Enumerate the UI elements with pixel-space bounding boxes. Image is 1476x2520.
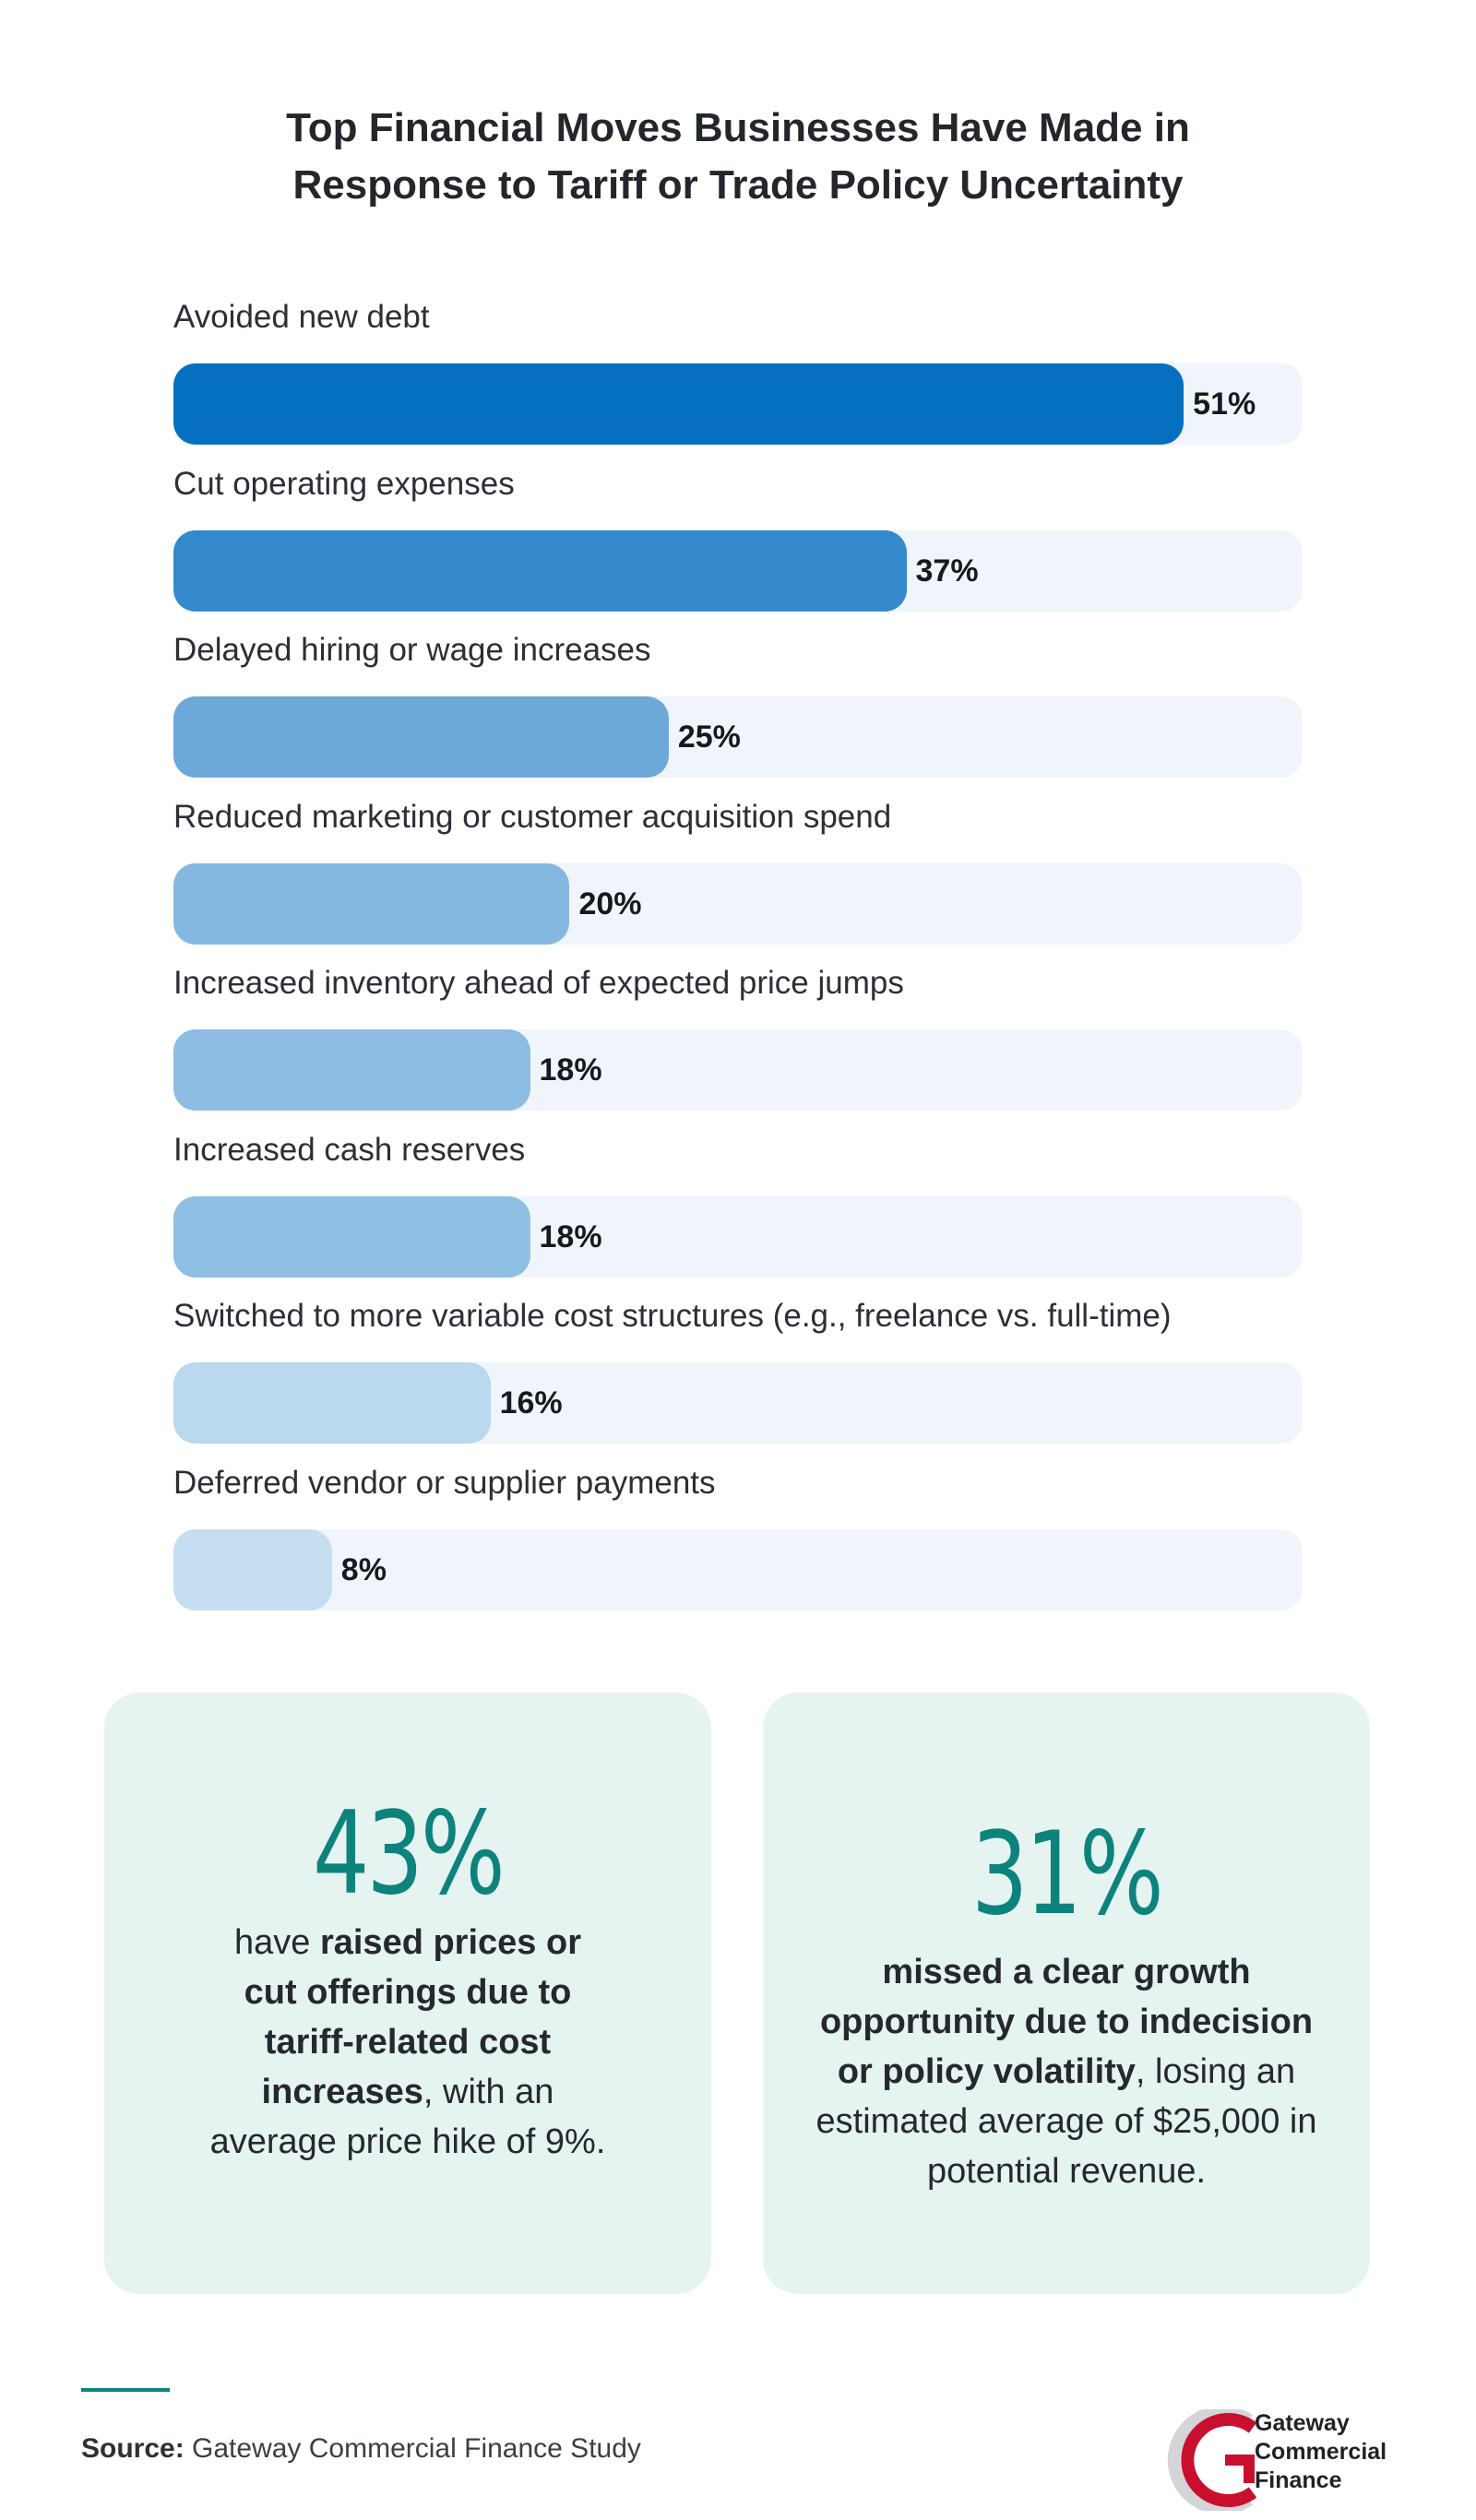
source-text: Gateway Commercial Finance Study [184,2433,641,2464]
bar-value-label: 8% [340,1551,387,1587]
page-title: Top Financial Moves Businesses Have Made… [0,100,1476,214]
bar-label: Delayed hiring or wage increases [173,632,651,668]
bar-label: Cut operating expenses [173,465,515,502]
bar-value-label: 18% [539,1218,602,1254]
stat-description-right: missed a clear growth opportunity due to… [799,1947,1334,2196]
bar-label: Reduced marketing or customer acquisitio… [173,798,892,835]
bar-value-label: 37% [915,553,979,588]
stat-description-left: have raised prices or cut offerings due … [209,1918,606,2167]
stat-card-left: 43% have raised prices or cut offerings … [104,1693,711,2294]
logo-line-3: Finance [1255,2467,1342,2493]
stat-number-left: 43% [313,1788,506,1920]
bar-label: Switched to more variable cost structure… [173,1298,1172,1334]
bar-value-label: 51% [1193,386,1256,422]
stat-card-right: 31% missed a clear growth opportunity du… [763,1693,1370,2294]
bar [173,862,570,945]
stat-pre-left: have [233,1923,320,1962]
bar [173,1362,491,1444]
bar-chart: Avoided new debt 51% Cut operating expense… [173,299,1303,1611]
bar [173,1195,530,1278]
bar-value-label: 20% [578,886,642,921]
bar-value-label: 16% [499,1385,563,1420]
source-divider [81,2388,170,2392]
bar-track [173,1528,1303,1611]
stat-number-right: 31% [971,1808,1164,1941]
stat-post-left: , with an average price hike of 9%. [209,2073,606,2161]
bar [173,529,907,612]
title-line-2: Response to Tariff or Trade Policy Uncer… [292,162,1184,208]
bar-label: Avoided new debt [173,299,430,335]
bar [173,696,669,778]
bar [173,1029,530,1111]
bar-label: Increased inventory ahead of expected pr… [173,965,904,1001]
stat-post-right: , losing an estimated average of $25,000… [815,2052,1317,2191]
bar [173,363,1184,445]
bar-label: Increased cash reserves [173,1131,526,1168]
stat-bold-left: raised prices or cut offerings due to ta… [244,1923,581,2111]
logo-wordmark: Gateway Commercial Finance [1255,2409,1387,2495]
logo-line-1: Gateway [1255,2410,1350,2436]
bar [173,1528,332,1611]
source-label: Source: [81,2433,184,2464]
stat-bold-right: missed a clear growth opportunity due to… [819,1953,1314,2091]
title-line-1: Top Financial Moves Businesses Have Made… [286,105,1190,150]
bar-label: Deferred vendor or supplier payments [173,1464,716,1501]
bar-value-label: 25% [677,719,741,755]
gateway-logo-icon [1167,2409,1257,2511]
source-note: Source: Gateway Commercial Finance Study [81,2433,641,2465]
bar-value-label: 18% [539,1052,602,1088]
logo-line-2: Commercial [1255,2439,1387,2465]
